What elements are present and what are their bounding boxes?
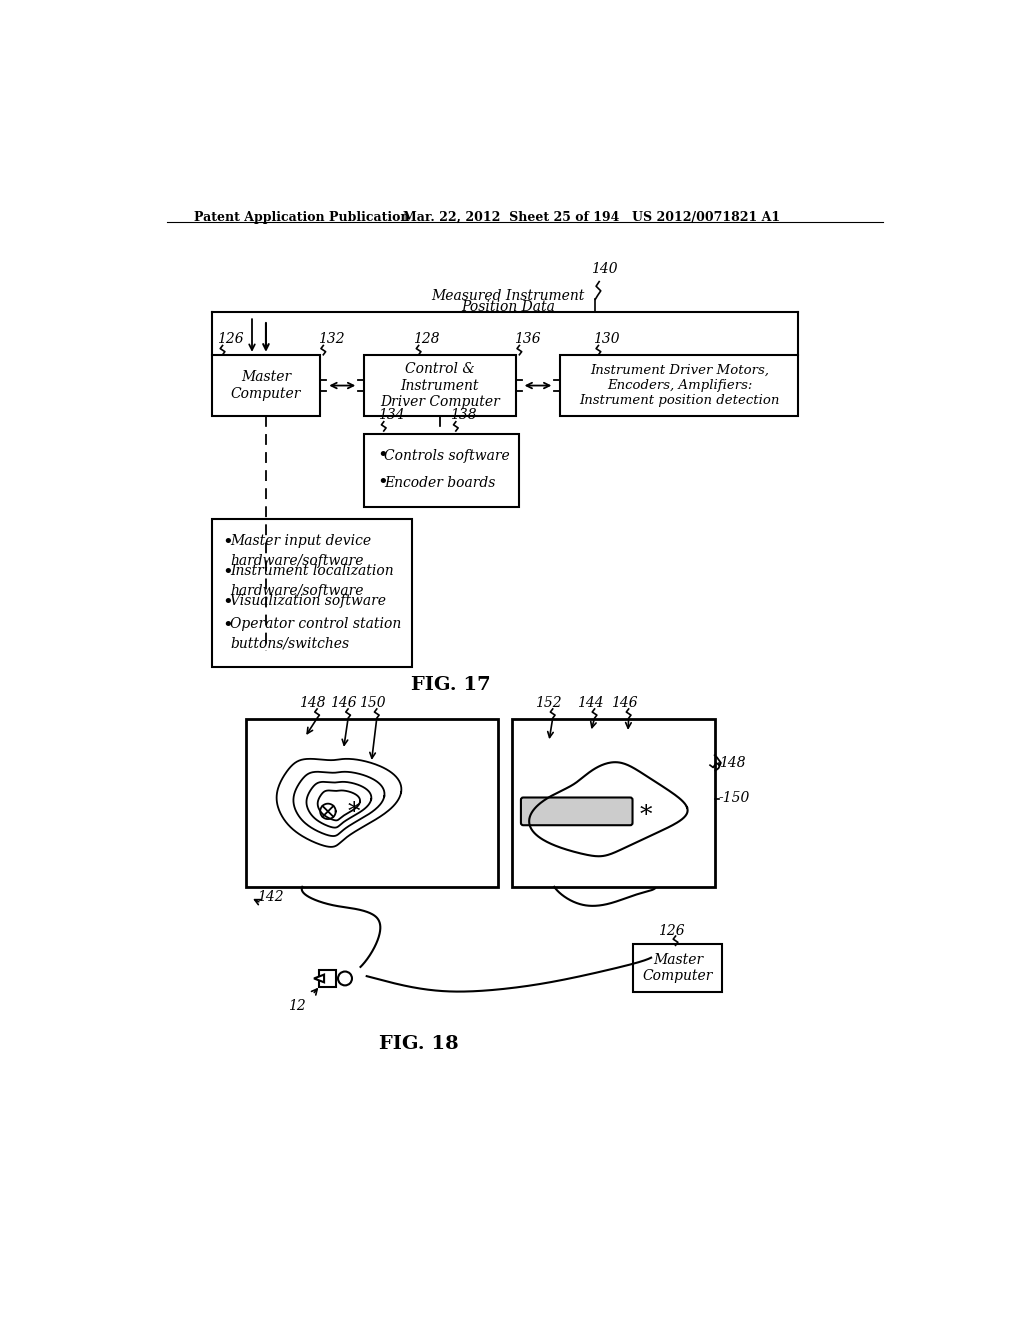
Text: Operator control station
buttons/switches: Operator control station buttons/switche… — [230, 618, 401, 651]
Text: •: • — [222, 618, 233, 635]
Text: Visualization software: Visualization software — [230, 594, 386, 609]
Text: Position Data: Position Data — [461, 300, 555, 314]
Text: 126: 126 — [217, 331, 244, 346]
Text: 140: 140 — [592, 263, 618, 276]
Text: •: • — [377, 446, 387, 465]
FancyBboxPatch shape — [365, 434, 519, 507]
Text: Instrument localization
hardware/software: Instrument localization hardware/softwar… — [230, 564, 394, 598]
Text: Encoder boards: Encoder boards — [384, 475, 496, 490]
FancyBboxPatch shape — [512, 719, 715, 887]
Text: 138: 138 — [450, 408, 476, 422]
Text: 148: 148 — [719, 756, 745, 770]
Text: •: • — [377, 474, 387, 491]
Text: Mar. 22, 2012  Sheet 25 of 194: Mar. 22, 2012 Sheet 25 of 194 — [403, 211, 620, 224]
FancyBboxPatch shape — [521, 797, 633, 825]
Circle shape — [338, 972, 352, 985]
Text: 134: 134 — [378, 408, 404, 422]
Text: 126: 126 — [658, 924, 685, 939]
Text: Instrument Driver Motors,
Encoders, Amplifiers:
Instrument position detection: Instrument Driver Motors, Encoders, Ampl… — [580, 364, 779, 407]
FancyBboxPatch shape — [246, 719, 498, 887]
Text: FIG. 17: FIG. 17 — [411, 676, 490, 694]
Bar — [318, 970, 336, 987]
FancyBboxPatch shape — [365, 355, 515, 416]
Text: 128: 128 — [414, 331, 440, 346]
FancyBboxPatch shape — [560, 355, 799, 416]
Text: 136: 136 — [514, 331, 541, 346]
Text: 150: 150 — [358, 696, 385, 710]
Text: Master
Computer: Master Computer — [643, 953, 713, 983]
Text: 146: 146 — [330, 696, 356, 710]
Text: 152: 152 — [536, 696, 562, 710]
FancyBboxPatch shape — [212, 519, 412, 667]
Text: Measured Instrument: Measured Instrument — [431, 289, 585, 304]
Text: US 2012/0071821 A1: US 2012/0071821 A1 — [632, 211, 780, 224]
Text: 144: 144 — [578, 696, 604, 710]
Text: FIG. 18: FIG. 18 — [379, 1035, 459, 1052]
Polygon shape — [314, 974, 324, 982]
Text: Master
Computer: Master Computer — [230, 371, 301, 401]
Text: •: • — [222, 564, 233, 582]
Text: •: • — [222, 594, 233, 612]
Text: 130: 130 — [593, 331, 620, 346]
Text: Patent Application Publication: Patent Application Publication — [194, 211, 410, 224]
Text: *: * — [348, 801, 360, 825]
Text: •: • — [222, 535, 233, 552]
Text: Control &
Instrument
Driver Computer: Control & Instrument Driver Computer — [380, 363, 500, 409]
Text: Controls software: Controls software — [384, 449, 510, 462]
Text: -150: -150 — [719, 791, 750, 804]
Text: 12: 12 — [289, 999, 306, 1014]
Text: 132: 132 — [317, 331, 344, 346]
FancyBboxPatch shape — [633, 944, 722, 991]
Text: 148: 148 — [299, 696, 326, 710]
FancyBboxPatch shape — [212, 355, 321, 416]
Text: Master input device
hardware/software: Master input device hardware/software — [230, 535, 372, 568]
Text: 142: 142 — [257, 890, 284, 904]
Text: 146: 146 — [611, 696, 638, 710]
Text: *: * — [639, 804, 652, 826]
